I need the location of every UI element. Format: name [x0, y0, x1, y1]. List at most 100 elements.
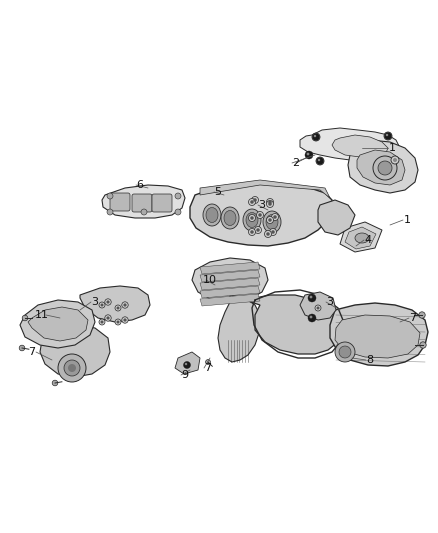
Polygon shape: [300, 292, 336, 320]
Text: 7: 7: [410, 313, 417, 323]
Text: 11: 11: [35, 310, 49, 320]
Polygon shape: [335, 315, 420, 358]
Circle shape: [335, 342, 355, 362]
Polygon shape: [200, 286, 260, 298]
Text: 9: 9: [181, 370, 189, 380]
Circle shape: [315, 305, 321, 311]
Circle shape: [384, 132, 392, 140]
Polygon shape: [28, 307, 88, 341]
Circle shape: [268, 218, 272, 222]
Circle shape: [68, 364, 76, 372]
Circle shape: [100, 320, 103, 324]
Ellipse shape: [246, 213, 258, 228]
Polygon shape: [318, 200, 355, 235]
Circle shape: [310, 296, 312, 298]
Circle shape: [272, 214, 279, 221]
Circle shape: [312, 133, 320, 141]
Ellipse shape: [266, 214, 278, 230]
Circle shape: [205, 360, 210, 365]
Circle shape: [248, 198, 255, 206]
Circle shape: [122, 317, 128, 323]
Polygon shape: [340, 222, 382, 252]
Circle shape: [124, 303, 127, 306]
Polygon shape: [102, 185, 185, 218]
Circle shape: [256, 228, 260, 232]
Circle shape: [420, 342, 426, 348]
Circle shape: [339, 346, 351, 358]
FancyBboxPatch shape: [110, 193, 130, 211]
Polygon shape: [300, 128, 400, 163]
Circle shape: [385, 133, 392, 140]
Circle shape: [106, 317, 110, 320]
Circle shape: [251, 197, 258, 204]
Circle shape: [266, 198, 273, 206]
Ellipse shape: [206, 207, 218, 222]
Circle shape: [273, 215, 277, 219]
Circle shape: [419, 312, 425, 318]
Circle shape: [266, 232, 270, 236]
Circle shape: [318, 159, 320, 161]
Circle shape: [266, 200, 273, 207]
Polygon shape: [175, 352, 200, 374]
Circle shape: [115, 305, 121, 311]
Polygon shape: [200, 270, 260, 282]
Text: 6: 6: [137, 180, 144, 190]
Ellipse shape: [203, 204, 221, 226]
Circle shape: [316, 157, 324, 165]
Circle shape: [122, 302, 128, 308]
Polygon shape: [190, 183, 332, 246]
FancyBboxPatch shape: [132, 194, 152, 212]
Circle shape: [258, 213, 262, 217]
Circle shape: [271, 230, 275, 234]
Circle shape: [248, 229, 255, 236]
Circle shape: [105, 299, 111, 305]
Text: 2: 2: [293, 158, 300, 168]
Circle shape: [314, 135, 316, 137]
Circle shape: [106, 301, 110, 304]
Circle shape: [99, 302, 105, 308]
Circle shape: [175, 209, 181, 215]
Circle shape: [268, 202, 272, 206]
Polygon shape: [200, 294, 260, 306]
Circle shape: [317, 306, 319, 310]
Circle shape: [58, 354, 86, 382]
Polygon shape: [357, 150, 405, 185]
Text: 4: 4: [364, 235, 371, 245]
Circle shape: [117, 306, 120, 310]
Polygon shape: [348, 140, 418, 193]
Ellipse shape: [355, 233, 369, 243]
Circle shape: [386, 134, 390, 138]
Circle shape: [373, 156, 397, 180]
Polygon shape: [332, 135, 388, 158]
Polygon shape: [20, 300, 95, 348]
Circle shape: [107, 209, 113, 215]
Circle shape: [185, 363, 187, 365]
Ellipse shape: [221, 207, 239, 229]
Polygon shape: [245, 295, 342, 354]
Text: 5: 5: [215, 187, 222, 197]
Circle shape: [312, 133, 319, 141]
Circle shape: [64, 360, 80, 376]
Circle shape: [250, 200, 254, 204]
Polygon shape: [330, 303, 428, 366]
Circle shape: [305, 151, 313, 159]
Circle shape: [266, 216, 273, 223]
Polygon shape: [40, 325, 110, 377]
Text: 1: 1: [389, 143, 396, 153]
Circle shape: [117, 320, 120, 324]
Polygon shape: [345, 227, 376, 249]
Circle shape: [317, 157, 324, 165]
Circle shape: [253, 198, 257, 202]
FancyBboxPatch shape: [152, 194, 172, 212]
Polygon shape: [80, 286, 150, 322]
Circle shape: [314, 135, 318, 139]
Circle shape: [310, 316, 312, 318]
Text: 7: 7: [28, 347, 35, 357]
Polygon shape: [200, 278, 260, 290]
Circle shape: [318, 159, 322, 163]
Polygon shape: [192, 258, 268, 302]
Circle shape: [107, 193, 113, 199]
Text: 1: 1: [403, 215, 410, 225]
Circle shape: [115, 319, 121, 325]
Text: 3: 3: [326, 297, 333, 307]
